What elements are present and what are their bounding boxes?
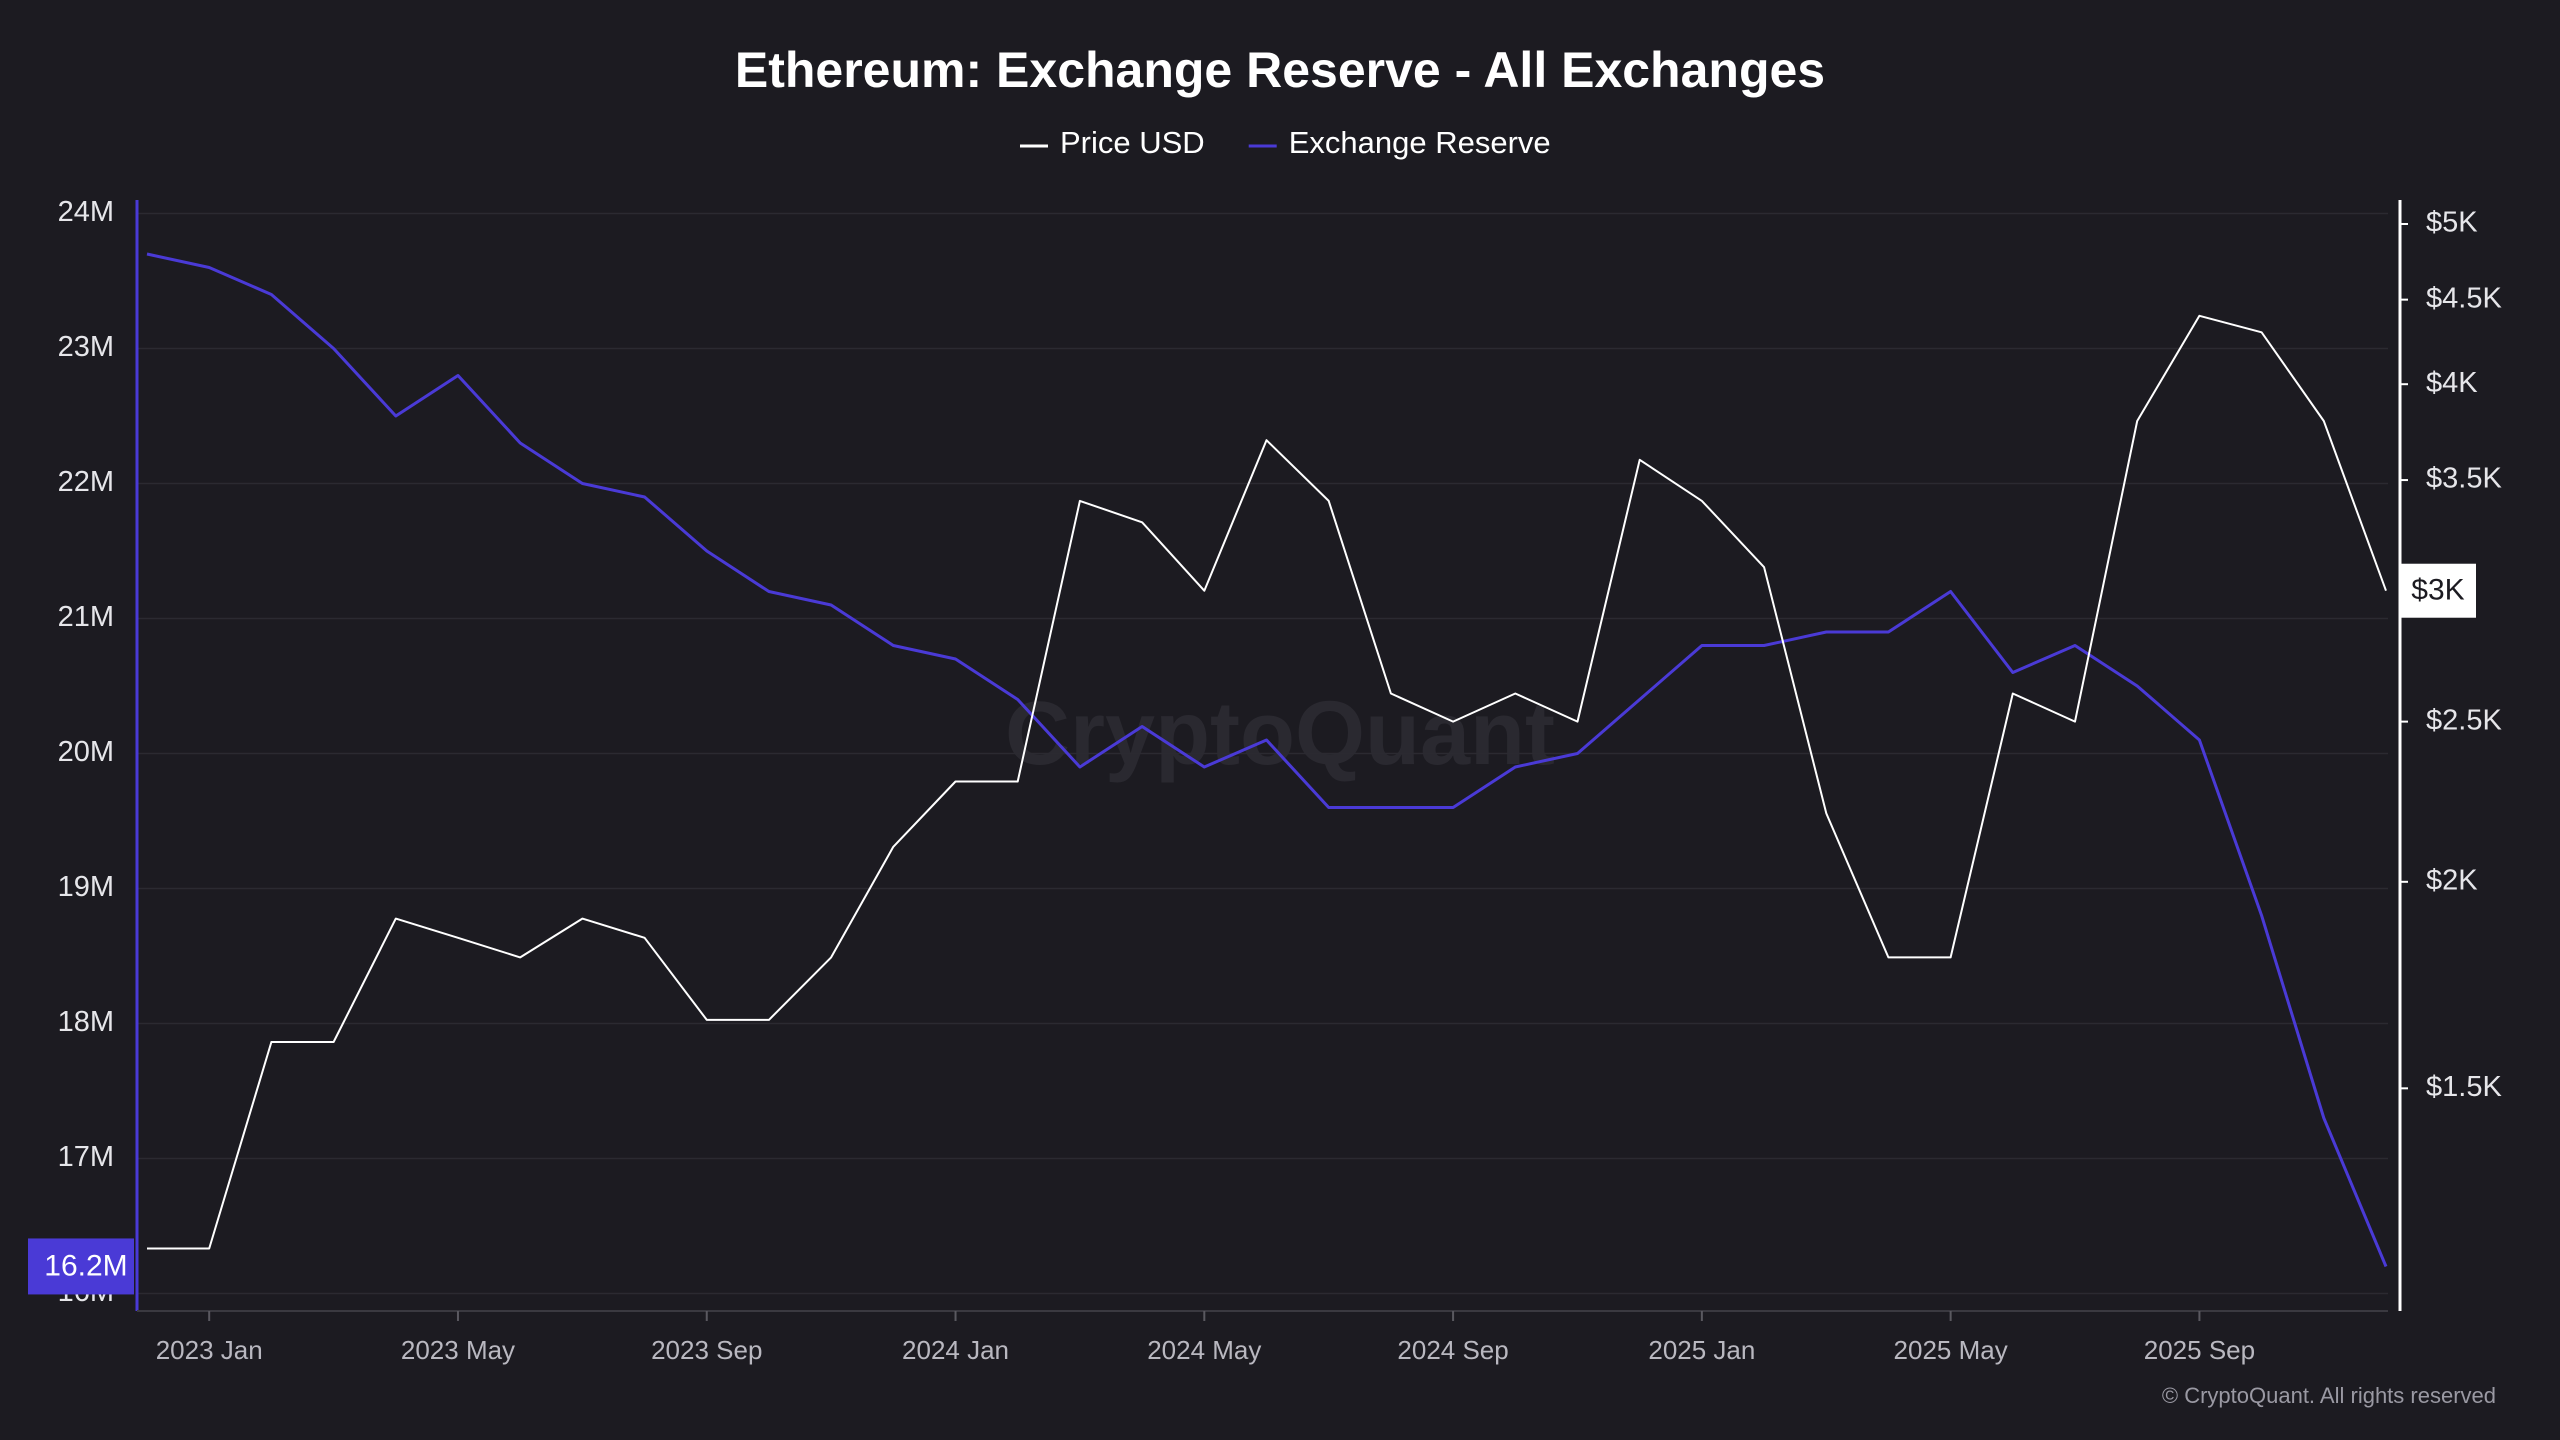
y-marker-label: 16.2M [44, 1249, 127, 1282]
legend-label: Price USD [1060, 125, 1205, 160]
series-line [147, 314, 2387, 1250]
x-tick-label: 2024 May [1147, 1335, 1261, 1365]
y-tick-label: 24M [58, 196, 114, 228]
y-marker-box [28, 1238, 134, 1295]
y2-tick-label: $1.5K [2426, 1071, 2502, 1103]
y2-tick-label: $2.5K [2426, 704, 2502, 736]
y2-tick-label: $5K [2426, 207, 2478, 239]
x-tick-label: 2023 May [401, 1335, 515, 1365]
y-tick-label: 22M [58, 466, 114, 498]
y2-marker-label: $3K [2411, 574, 2464, 607]
x-tick-label: 2025 Sep [2144, 1335, 2255, 1365]
y2-tick-label: $4K [2426, 367, 2478, 399]
y2-tick-label: $3.5K [2426, 463, 2502, 495]
y2-marker-box [2400, 563, 2476, 618]
y2-tick-label: $4.5K [2426, 282, 2502, 314]
legend-label: Exchange Reserve [1289, 125, 1551, 160]
x-tick-label: 2023 Jan [156, 1335, 263, 1365]
watermark: CryptoQuant [1005, 684, 1555, 784]
x-tick-label: 2025 Jan [1648, 1335, 1755, 1365]
x-tick-label: 2023 Sep [651, 1335, 762, 1365]
y2-tick-label: $2K [2426, 864, 2478, 896]
x-tick-label: 2024 Sep [1397, 1335, 1508, 1365]
y-tick-label: 18M [58, 1006, 114, 1038]
chart-title: Ethereum: Exchange Reserve - All Exchang… [735, 42, 1825, 98]
series-line [146, 252, 2388, 1268]
y-tick-label: 19M [58, 871, 114, 903]
y-tick-label: 21M [58, 601, 114, 633]
y-tick-label: 20M [58, 736, 114, 768]
x-tick-label: 2025 May [1894, 1335, 2008, 1365]
y-tick-label: 23M [58, 331, 114, 363]
y-tick-label: 17M [58, 1141, 114, 1173]
credit: © CryptoQuant. All rights reserved [2162, 1383, 2496, 1408]
x-tick-label: 2024 Jan [902, 1335, 1009, 1365]
